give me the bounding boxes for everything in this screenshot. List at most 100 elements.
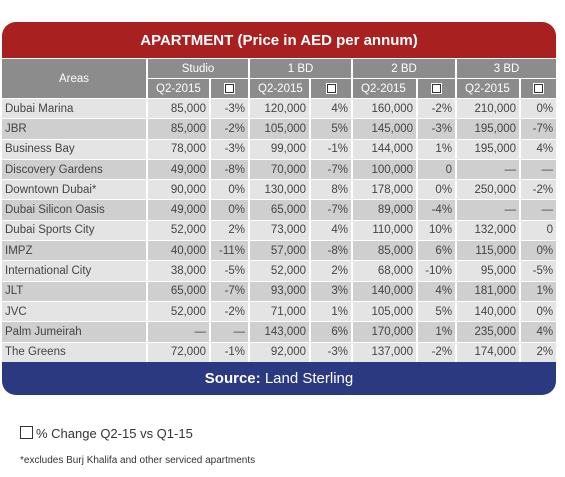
table-cell: 144,000 bbox=[351, 138, 418, 160]
area-cell: Palm Jumeirah bbox=[2, 321, 147, 343]
table-cell: 99,000 bbox=[248, 138, 311, 160]
table-cell: 178,000 bbox=[351, 179, 418, 200]
table-cell: 145,000 bbox=[351, 118, 418, 140]
table-row: Palm Jumeirah — —143,000 6% 170,000 1% 235,000… bbox=[2, 321, 556, 343]
area-cell: Downtown Dubai* bbox=[2, 179, 147, 200]
table-row: JBR 85,000 -2% 105,000 5% 145,000 -3% 195,000 -7… bbox=[2, 118, 556, 140]
table-cell: 72,000 bbox=[146, 341, 210, 362]
table-cell: 73,000 bbox=[248, 219, 311, 241]
table-cell: 143,000 bbox=[248, 321, 311, 343]
area-cell: Dubai Marina bbox=[2, 97, 147, 119]
table-row: International City 38,000 -5% 52,000 2% 68,00… bbox=[2, 260, 556, 282]
table-cell: 6% bbox=[309, 321, 353, 343]
footnote: *excludes Burj Khalifa and other service… bbox=[20, 455, 256, 466]
table-cell: 68,000 bbox=[351, 260, 418, 282]
table-cell: 0% bbox=[208, 179, 250, 200]
change-header bbox=[416, 78, 457, 99]
table-cell: 52,000 bbox=[146, 300, 210, 322]
change-header bbox=[309, 78, 353, 99]
table-cell: 2% bbox=[519, 341, 556, 362]
table-row: Discovery Gardens 49,000 -8% 70,000 -7% 100,0… bbox=[2, 158, 556, 180]
table-cell: 52,000 bbox=[248, 260, 311, 282]
table-cell: 181,000 bbox=[455, 280, 521, 302]
table-cell: 4% bbox=[309, 219, 353, 241]
table-cell: 95,000 bbox=[455, 260, 521, 282]
area-cell: IMPZ bbox=[2, 240, 147, 261]
table-cell: 100,000 bbox=[351, 158, 418, 180]
table-cell: -7% bbox=[519, 118, 556, 140]
table-cell: 2% bbox=[208, 219, 250, 241]
table-cell: 85,000 bbox=[351, 240, 418, 261]
table-cell: 8% bbox=[309, 179, 353, 200]
table-cell: 195,000 bbox=[455, 138, 521, 160]
subheader: Q2-2015 bbox=[351, 78, 418, 99]
table-cell: 1% bbox=[416, 321, 457, 343]
table-cell: 110,000 bbox=[351, 219, 418, 241]
table-row: Dubai Sports City 52,000 2% 73,000 4% 110,000… bbox=[2, 219, 556, 241]
table-cell: — bbox=[455, 199, 521, 221]
table-cell: -2% bbox=[416, 97, 457, 119]
table-cell: -5% bbox=[519, 260, 556, 282]
table-cell: 210,000 bbox=[455, 97, 521, 119]
table-cell: 140,000 bbox=[455, 300, 521, 322]
table-cell: 92,000 bbox=[248, 341, 311, 362]
table-cell: 4% bbox=[519, 321, 556, 343]
table-row: JLT 65,000 -7% 93,000 3% 140,000 4% 181,000 1% bbox=[2, 280, 556, 302]
table-cell: -11% bbox=[208, 240, 250, 261]
checkbox-icon bbox=[325, 82, 337, 94]
table-cell: 6% bbox=[416, 240, 457, 261]
table-cell: 250,000 bbox=[455, 179, 521, 200]
table-cell: 105,000 bbox=[351, 300, 418, 322]
table-cell: 137,000 bbox=[351, 341, 418, 362]
group-header: 2 BD bbox=[351, 58, 457, 79]
table-cell: — bbox=[519, 158, 556, 180]
table-cell: -5% bbox=[208, 260, 250, 282]
table-cell: 170,000 bbox=[351, 321, 418, 343]
subheader: Q2-2015 bbox=[146, 78, 210, 99]
table-cell: 1% bbox=[309, 300, 353, 322]
table-cell: 2% bbox=[309, 260, 353, 282]
table-cell: -1% bbox=[208, 341, 250, 362]
area-cell: JBR bbox=[2, 118, 147, 140]
table-cell: 120,000 bbox=[248, 97, 311, 119]
table-row: Dubai Silicon Oasis 49,000 0% 65,000 -7% 89,0… bbox=[2, 199, 556, 221]
table-cell: -8% bbox=[309, 240, 353, 261]
table-cell: 0% bbox=[519, 97, 556, 119]
table-cell: 52,000 bbox=[146, 219, 210, 241]
checkbox-icon bbox=[431, 82, 443, 94]
table-cell: -3% bbox=[208, 138, 250, 160]
source-bar: Source: Land Sterling bbox=[2, 361, 556, 395]
table-cell: 5% bbox=[416, 300, 457, 322]
table-cell: 0 bbox=[519, 219, 556, 241]
table-row: IMPZ 40,000 -11% 57,000 -8% 85,000 6% 115,000 0% bbox=[2, 240, 556, 261]
area-cell: Dubai Silicon Oasis bbox=[2, 199, 147, 221]
table-cell: -2% bbox=[416, 341, 457, 362]
group-header: 1 BD bbox=[248, 58, 353, 79]
table-cell: 85,000 bbox=[146, 118, 210, 140]
legend-text: % Change Q2-15 vs Q1-15 bbox=[36, 426, 193, 441]
legend: % Change Q2-15 vs Q1-15 bbox=[20, 426, 193, 441]
table-row: JVC 52,000 -2% 71,000 1% 105,000 5% 140,000 0% bbox=[2, 300, 556, 322]
table-cell: 93,000 bbox=[248, 280, 311, 302]
table-cell: 195,000 bbox=[455, 118, 521, 140]
area-cell: Business Bay bbox=[2, 138, 147, 160]
table-cell: — bbox=[455, 158, 521, 180]
table-cell: 5% bbox=[309, 118, 353, 140]
table-card: APARTMENT (Price in AED per annum) Areas… bbox=[2, 22, 556, 395]
subheader: Q2-2015 bbox=[248, 78, 311, 99]
table-cell: — bbox=[208, 321, 250, 343]
table-cell: 65,000 bbox=[248, 199, 311, 221]
area-cell: Dubai Sports City bbox=[2, 219, 147, 241]
table-cell: — bbox=[519, 199, 556, 221]
table-cell: -7% bbox=[309, 199, 353, 221]
table-cell: 4% bbox=[309, 97, 353, 119]
table-cell: 140,000 bbox=[351, 280, 418, 302]
subheader: Q2-2015 bbox=[455, 78, 521, 99]
table-cell: 10% bbox=[416, 219, 457, 241]
table-cell: 160,000 bbox=[351, 97, 418, 119]
change-header bbox=[519, 78, 556, 99]
table-cell: 105,000 bbox=[248, 118, 311, 140]
table-cell: 71,000 bbox=[248, 300, 311, 322]
table-cell: 4% bbox=[416, 280, 457, 302]
